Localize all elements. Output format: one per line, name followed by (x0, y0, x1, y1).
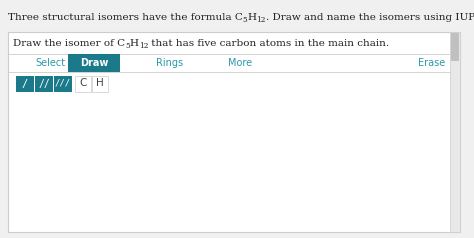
Text: More: More (228, 58, 252, 68)
Bar (450, 32, 460, 232)
Bar (92, 76, 108, 92)
Text: 5: 5 (243, 16, 247, 24)
Text: . Draw and name the isomers using IUPAC names.: . Draw and name the isomers using IUPAC … (266, 13, 474, 22)
Text: H: H (130, 39, 139, 48)
Text: C: C (79, 79, 87, 89)
Bar (54, 76, 72, 92)
Text: H: H (96, 79, 104, 89)
Bar (451, 33, 459, 61)
Text: H: H (247, 13, 256, 22)
Text: /: / (22, 79, 28, 89)
Text: 12: 12 (139, 42, 148, 50)
Bar (8, 32, 460, 232)
Bar (68, 54, 120, 72)
Text: ///: /// (55, 79, 71, 88)
Text: Draw: Draw (80, 58, 108, 68)
Bar (35, 76, 53, 92)
Text: Select: Select (35, 58, 65, 68)
Text: Three structural isomers have the formula C: Three structural isomers have the formul… (8, 13, 243, 22)
Text: //: // (38, 79, 50, 89)
Text: Erase: Erase (419, 58, 446, 68)
Text: Draw the isomer of C: Draw the isomer of C (13, 39, 125, 48)
Text: that has five carbon atoms in the main chain.: that has five carbon atoms in the main c… (148, 39, 389, 48)
Bar (75, 76, 91, 92)
Text: 5: 5 (125, 42, 130, 50)
Text: 12: 12 (256, 16, 266, 24)
Text: Rings: Rings (156, 58, 183, 68)
Bar (16, 76, 34, 92)
